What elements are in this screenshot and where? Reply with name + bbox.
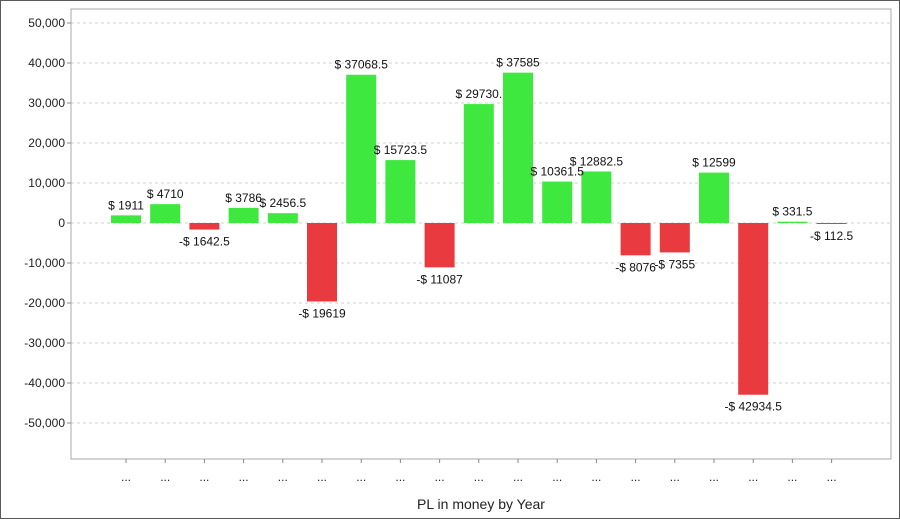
x-tick-label: ... xyxy=(474,470,484,484)
plot-area xyxy=(70,8,892,460)
data-label: $ 10361.5 xyxy=(531,165,585,179)
x-tick-label: ... xyxy=(239,470,249,484)
data-label: $ 37585 xyxy=(496,56,540,70)
x-tick-labels: ........................................… xyxy=(121,470,837,484)
y-tick-label: 0 xyxy=(58,216,65,230)
y-tick-label: -30,000 xyxy=(24,336,65,350)
x-tick-label: ... xyxy=(160,470,170,484)
bar xyxy=(346,74,377,223)
y-tick-label: -40,000 xyxy=(24,376,65,390)
y-tick-label: 10,000 xyxy=(28,176,65,190)
bar xyxy=(581,171,612,223)
x-tick-label: ... xyxy=(199,470,209,484)
y-tick-label: 30,000 xyxy=(28,96,65,110)
bar xyxy=(659,223,690,253)
bar xyxy=(111,215,141,223)
bar xyxy=(267,213,298,223)
bar xyxy=(816,223,847,224)
data-label: $ 15723.5 xyxy=(374,143,428,157)
data-label: -$ 19619 xyxy=(298,306,346,320)
data-label: -$ 8076 xyxy=(615,260,656,274)
bar xyxy=(777,221,808,223)
y-tick-label: 50,000 xyxy=(28,16,65,30)
x-tick-label: ... xyxy=(552,470,562,484)
axes: 50,000 40,000 30,000 20,000 10,000 0 -10,000 -2… xyxy=(24,8,892,463)
data-label: -$ 7355 xyxy=(654,257,695,271)
data-label: $ 12882.5 xyxy=(570,154,624,168)
y-tick-label: -10,000 xyxy=(24,256,65,270)
x-axis-title: PL in money by Year xyxy=(417,496,545,512)
x-tick-label: ... xyxy=(709,470,719,484)
bars xyxy=(111,72,847,395)
x-tick-label: ... xyxy=(395,470,405,484)
bar xyxy=(620,223,651,256)
x-tick-label: ... xyxy=(513,470,523,484)
x-tick-label: ... xyxy=(435,470,445,484)
x-tick-label: ... xyxy=(631,470,641,484)
x-tick-label: ... xyxy=(787,470,797,484)
x-tick-label: ... xyxy=(670,470,680,484)
bar xyxy=(385,160,416,223)
data-labels: $ 1911$ 4710 -$ 1642.5 $ 3786$ 2456.5 -$ 19… xyxy=(108,56,853,414)
data-label: $ 3786 xyxy=(225,191,262,205)
y-tick-label: 20,000 xyxy=(28,136,65,150)
data-label: -$ 42934.5 xyxy=(725,400,783,414)
data-label: -$ 1642.5 xyxy=(179,235,230,249)
data-label: -$ 11087 xyxy=(416,272,463,286)
y-tick-label: -20,000 xyxy=(24,296,65,310)
y-tick-label: -50,000 xyxy=(24,416,65,430)
bar xyxy=(189,223,220,230)
x-tick-label: ... xyxy=(356,470,366,484)
data-label: $ 1911 xyxy=(108,198,144,212)
x-tick-label: ... xyxy=(278,470,288,484)
bar xyxy=(542,181,573,223)
data-label: $ 37068.5 xyxy=(335,58,389,72)
data-label: $ 29730. xyxy=(455,87,502,101)
data-label: -$ 112.5 xyxy=(810,229,853,243)
data-label: $ 12599 xyxy=(692,156,736,170)
bar xyxy=(228,207,259,223)
bar xyxy=(307,223,337,302)
y-tick-label: 40,000 xyxy=(28,56,65,70)
bar xyxy=(503,72,533,223)
x-tick-label: ... xyxy=(748,470,758,484)
x-tick-label: ... xyxy=(591,470,601,484)
bar xyxy=(463,104,494,223)
data-label: $ 2456.5 xyxy=(259,196,306,210)
bar xyxy=(150,204,181,223)
data-label: $ 331.5 xyxy=(772,205,812,219)
x-tick-label: ... xyxy=(317,470,327,484)
x-tick-label: ... xyxy=(827,470,837,484)
data-label: $ 4710 xyxy=(147,187,184,201)
bar xyxy=(738,223,769,395)
bar xyxy=(424,223,455,268)
bar xyxy=(699,172,729,223)
x-tick-label: ... xyxy=(121,470,131,484)
